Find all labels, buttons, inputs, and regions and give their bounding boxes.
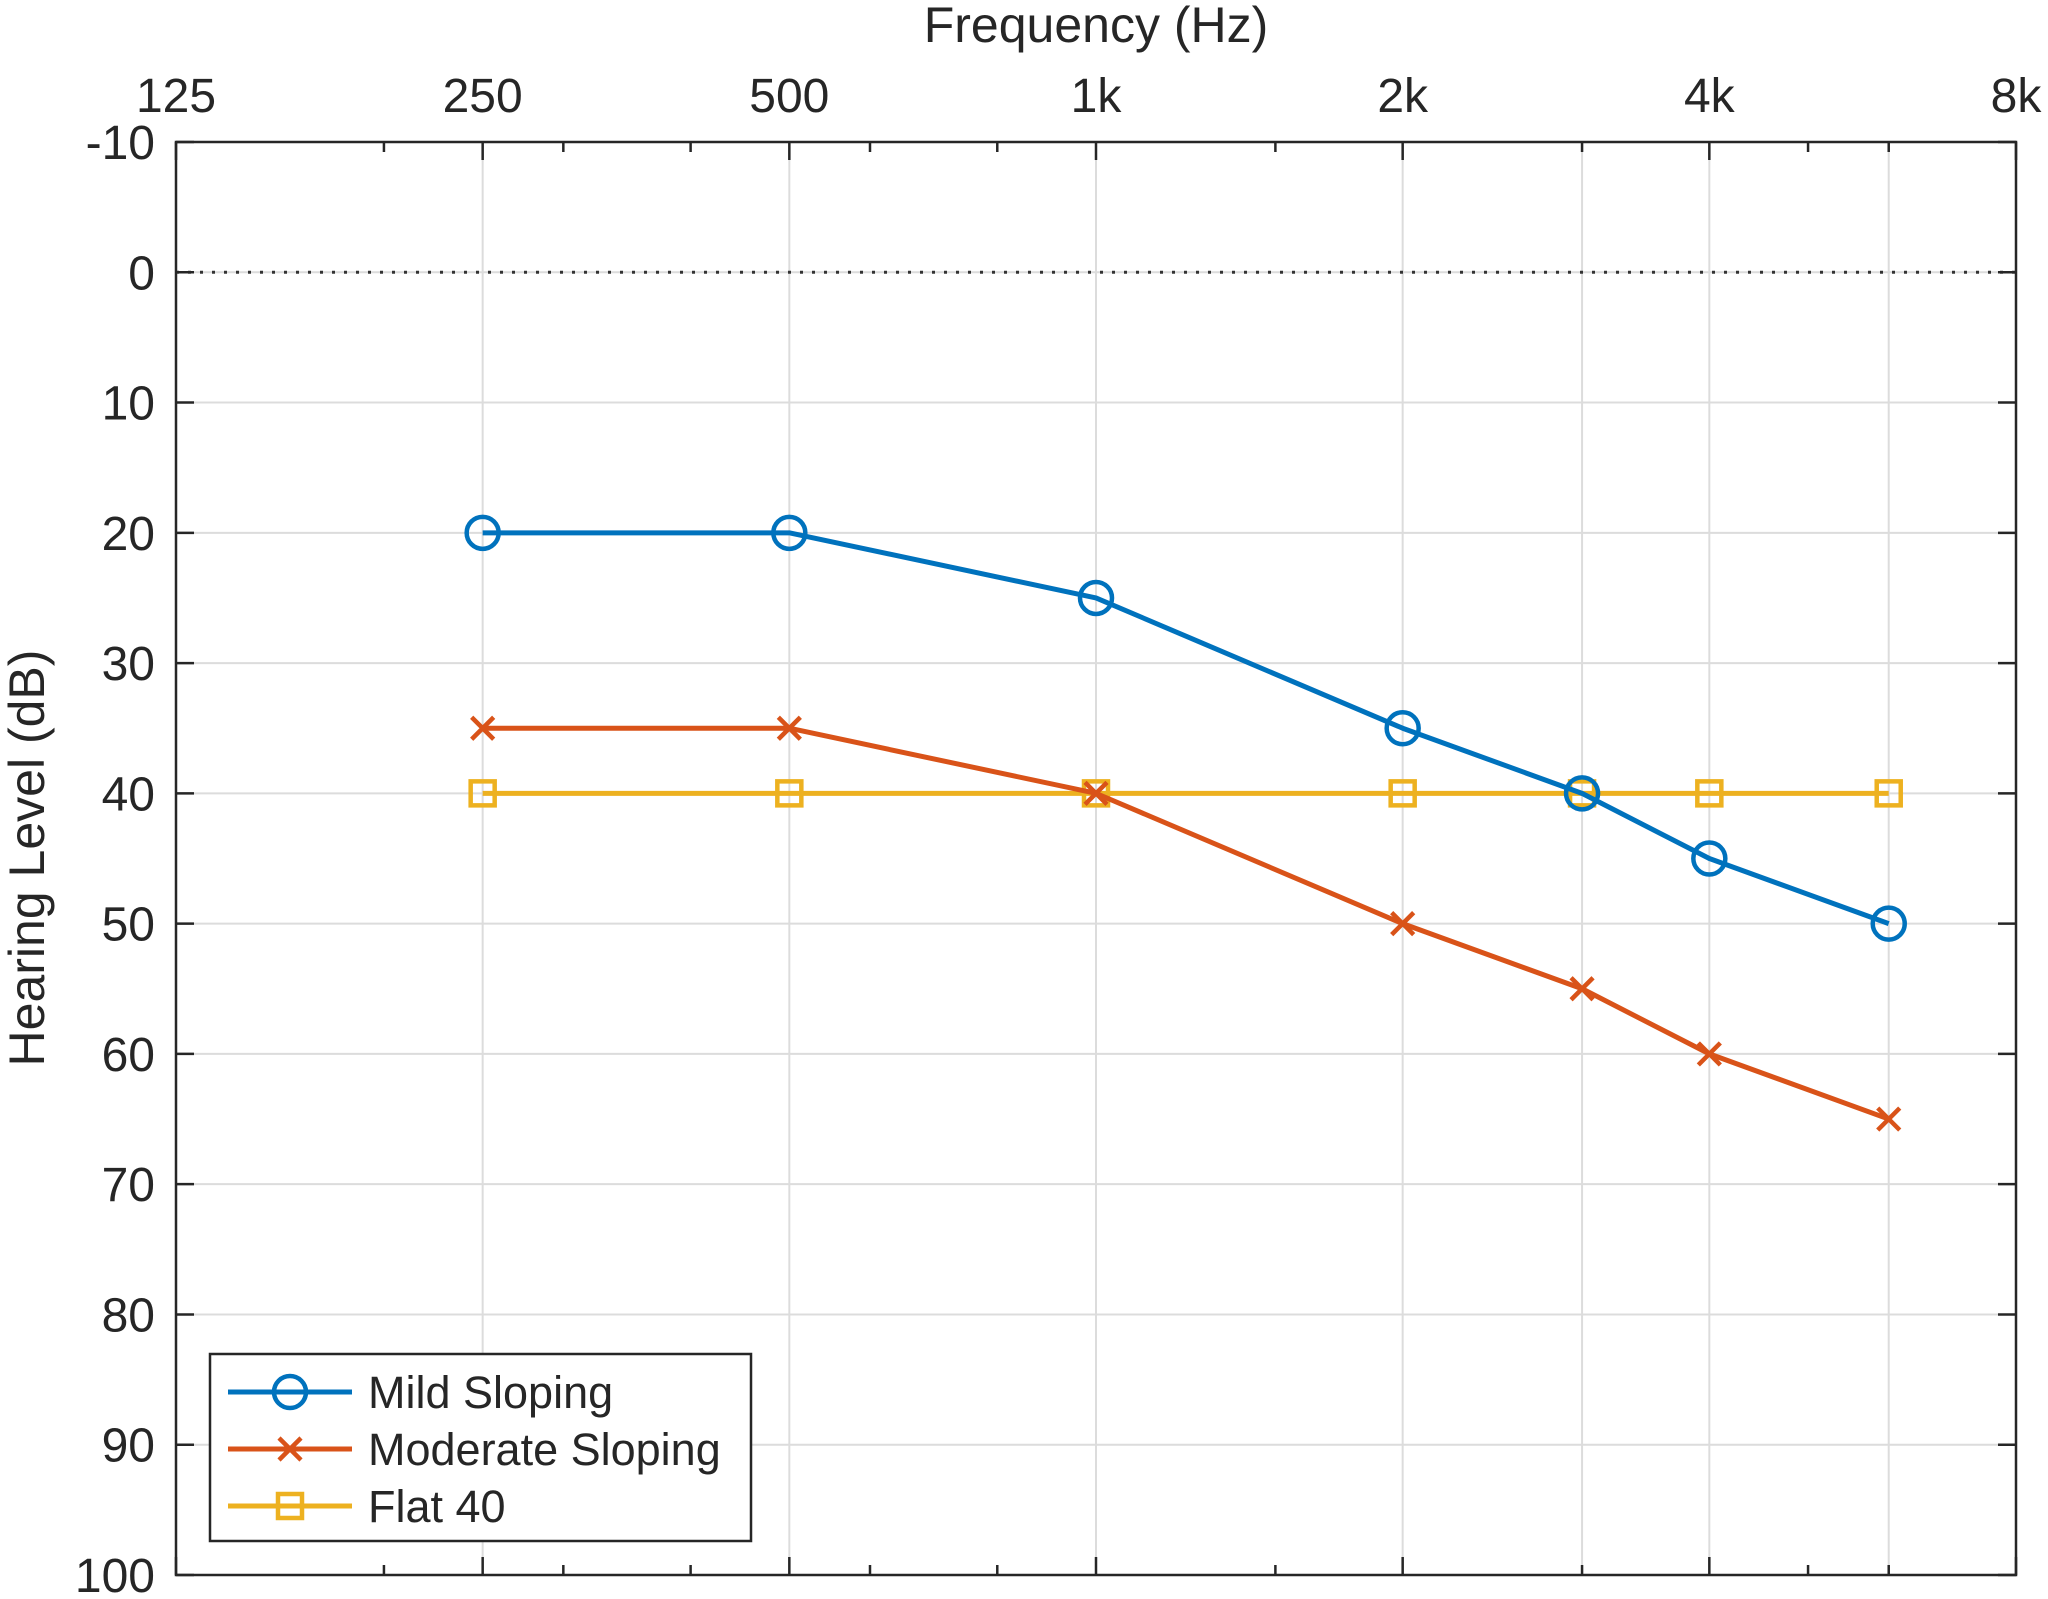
x-marker [1696,1041,1722,1067]
y-tick-label: 50 [102,899,155,952]
x-marker [1083,780,1109,806]
circle-marker [1384,709,1421,747]
legend-x-marker [277,1436,303,1462]
x-tick-label: 250 [443,70,523,123]
series-mild-sloping [464,514,1907,942]
y-tick-label: 30 [102,638,155,691]
x-marker [470,715,496,741]
circle-marker [771,514,808,552]
square-marker [1388,779,1417,808]
x-tick-label: 2k [1377,70,1429,123]
x-marker [1876,1106,1902,1132]
legend: Mild Sloping Moderate Sloping Flat 40 [208,1352,753,1543]
y-tick-label: 80 [102,1289,155,1342]
tick-labels: 125 250 500 1k 2k 4k 8k -10 0 10 20 30 40 50 60 70 80 90 1… [75,70,2042,1599]
axes [174,140,2018,1577]
square-marker [1695,779,1724,808]
series-flat-40 [468,779,1903,808]
series-moderate-sloping [470,715,1902,1132]
legend-square-marker [275,1491,305,1521]
y-tick-label: 40 [102,768,155,821]
y-tick-label: 20 [102,508,155,561]
x-tick-label: 1k [1071,70,1123,123]
legend-label: Moderate Sloping [368,1424,721,1475]
x-tick-label: 125 [136,70,216,123]
square-marker [468,779,497,808]
series-layer [464,514,1907,1132]
x-tick-label: 4k [1684,70,1736,123]
legend-label: Flat 40 [368,1481,506,1532]
x-axis-label: Frequency (Hz) [924,0,1269,53]
square-marker [775,779,804,808]
y-tick-label: 70 [102,1159,155,1212]
y-axis-label: Hearing Level (dB) [0,650,55,1067]
x-marker [776,715,802,741]
square-marker [1874,779,1903,808]
x-marker [1569,976,1595,1002]
y-tick-label: 90 [102,1420,155,1473]
y-tick-label: 0 [128,247,155,300]
legend-circle-marker [271,1373,309,1411]
series-line [482,530,1890,926]
circle-marker [464,514,501,552]
square-marker [1567,779,1597,808]
grid [175,141,2017,1576]
circle-marker [1691,840,1728,877]
x-tick-label: 8k [1991,70,2043,123]
x-marker [1390,911,1416,937]
y-tick-label: 100 [75,1550,155,1599]
circle-marker [1870,905,1907,942]
circle-marker [1077,579,1115,617]
y-tick-label: -10 [86,117,155,170]
circle-marker [1563,775,1601,812]
x-tick-label: 500 [749,70,829,123]
legend-label: Mild Sloping [368,1367,613,1418]
y-tick-label: 10 [102,378,155,431]
y-tick-label: 60 [102,1029,155,1082]
